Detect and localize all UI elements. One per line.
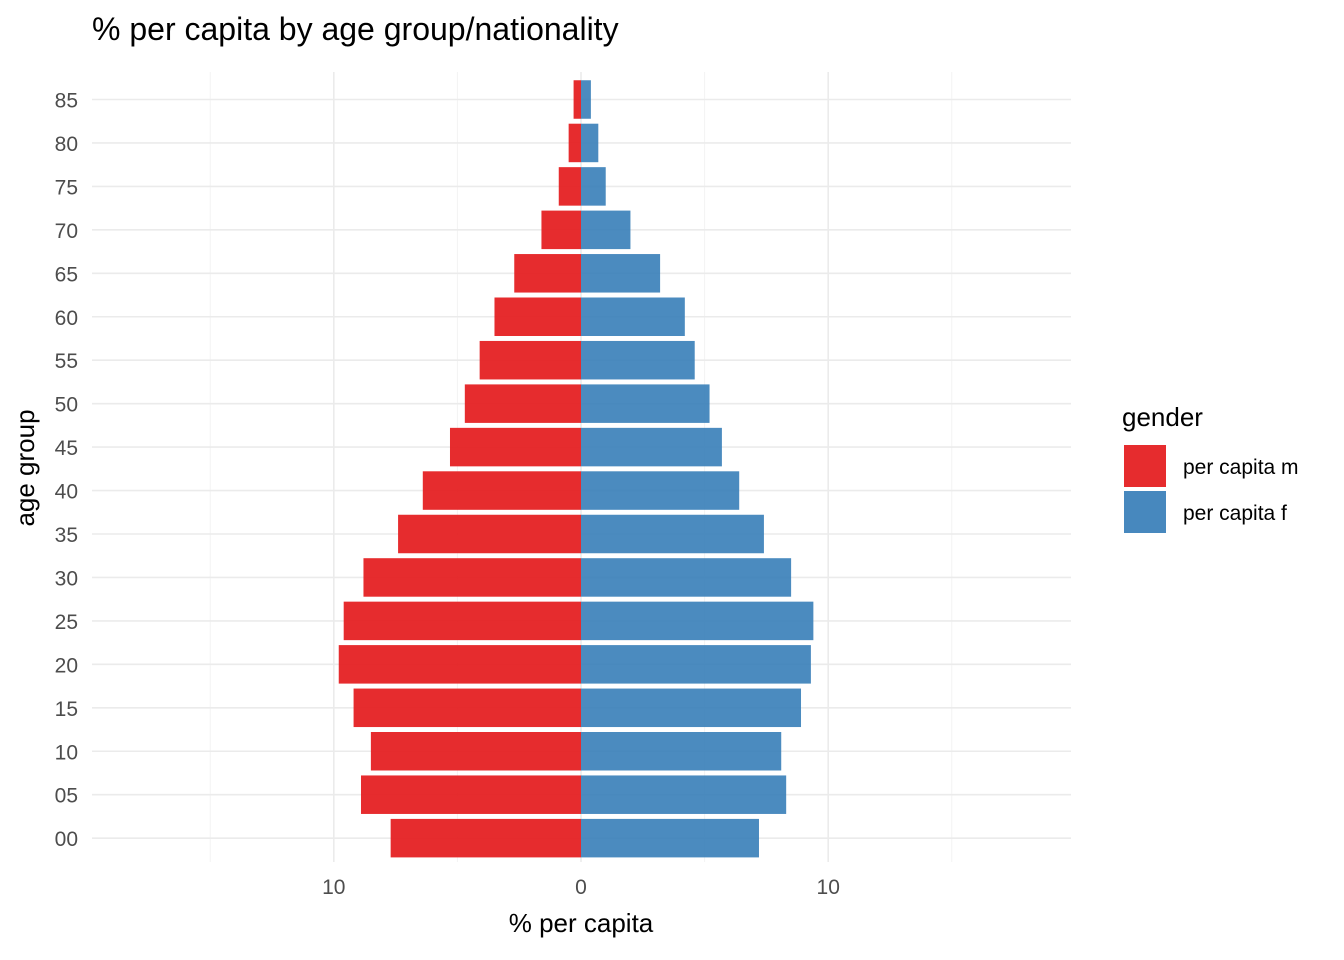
bar-m-10 — [370, 732, 581, 771]
bar-f-00 — [581, 818, 759, 858]
x-tick-label-2: 10 — [817, 876, 840, 899]
y-tick-label-05: 05 — [55, 785, 78, 808]
bar-f-50 — [581, 384, 710, 423]
y-tick-label-15: 15 — [55, 698, 78, 721]
bars — [338, 80, 814, 858]
y-tick-label-85: 85 — [55, 90, 78, 113]
bar-f-75 — [581, 167, 606, 206]
bar-f-85 — [581, 80, 591, 119]
y-tick-label-10: 10 — [55, 741, 78, 764]
bar-m-50 — [464, 384, 581, 423]
bar-m-25 — [343, 601, 581, 641]
bar-f-70 — [581, 210, 631, 250]
bar-m-35 — [398, 514, 581, 554]
y-tick-labels: 00 05 10 15 20 25 30 35 40 45 50 55 60 65 70 75 80 85 — [55, 90, 78, 852]
bar-f-20 — [581, 645, 811, 684]
bar-f-60 — [581, 297, 685, 336]
y-tick-label-50: 50 — [55, 394, 78, 417]
x-tick-label-0: 10 — [322, 876, 345, 899]
bar-f-05 — [581, 775, 787, 814]
y-tick-label-40: 40 — [55, 481, 78, 504]
bar-m-55 — [479, 340, 581, 380]
bar-f-30 — [581, 558, 792, 597]
chart-title: % per capita by age group/nationality — [92, 11, 619, 47]
y-tick-label-30: 30 — [55, 567, 78, 590]
y-tick-label-00: 00 — [55, 828, 78, 851]
legend-label-f: per capita f — [1183, 502, 1287, 525]
y-tick-label-75: 75 — [55, 176, 78, 199]
bar-m-85 — [573, 80, 581, 119]
bar-f-10 — [581, 732, 782, 771]
bar-m-70 — [541, 210, 581, 250]
bar-m-60 — [494, 297, 581, 336]
bar-m-80 — [568, 123, 581, 163]
legend-key-m — [1124, 445, 1166, 487]
bar-m-40 — [422, 471, 581, 510]
legend: gender per capita m per capita f — [1122, 402, 1299, 533]
bar-m-45 — [449, 427, 581, 467]
bar-m-15 — [353, 688, 581, 728]
y-tick-label-45: 45 — [55, 437, 78, 460]
legend-key-f — [1124, 491, 1166, 533]
bar-m-75 — [558, 167, 581, 206]
legend-title: gender — [1122, 402, 1203, 432]
x-tick-label-1: 0 — [575, 876, 587, 899]
y-tick-label-80: 80 — [55, 133, 78, 156]
bar-m-00 — [390, 818, 581, 858]
bar-f-80 — [581, 123, 599, 163]
y-tick-label-55: 55 — [55, 350, 78, 373]
bar-f-25 — [581, 601, 814, 641]
bar-f-55 — [581, 340, 695, 380]
bar-f-35 — [581, 514, 764, 554]
y-tick-label-65: 65 — [55, 263, 78, 286]
y-tick-label-20: 20 — [55, 654, 78, 677]
x-tick-labels: 10 0 10 — [322, 876, 840, 899]
bar-m-30 — [363, 558, 581, 597]
y-tick-label-70: 70 — [55, 220, 78, 243]
y-tick-label-60: 60 — [55, 307, 78, 330]
bar-f-15 — [581, 688, 802, 728]
bar-f-45 — [581, 427, 722, 467]
bar-f-65 — [581, 254, 661, 293]
y-axis-title: age group — [10, 409, 40, 526]
bar-m-20 — [338, 645, 581, 684]
x-axis-title: % per capita — [509, 908, 654, 938]
y-tick-label-35: 35 — [55, 524, 78, 547]
bar-m-65 — [514, 254, 581, 293]
bar-f-40 — [581, 471, 740, 510]
y-tick-label-25: 25 — [55, 611, 78, 634]
legend-label-m: per capita m — [1183, 456, 1299, 479]
bar-m-05 — [360, 775, 581, 814]
